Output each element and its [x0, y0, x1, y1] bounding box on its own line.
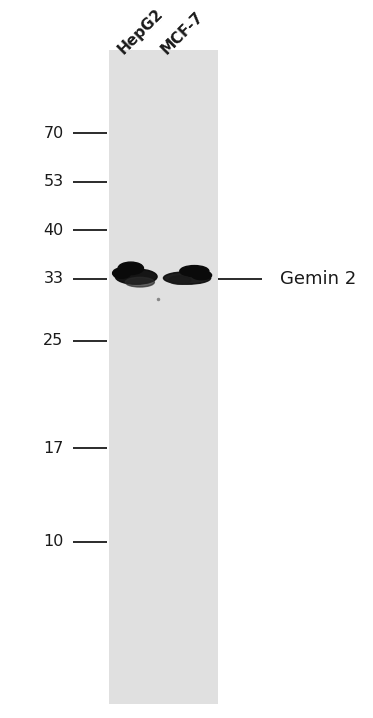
Ellipse shape [113, 268, 131, 279]
Ellipse shape [180, 266, 209, 276]
Text: MCF-7: MCF-7 [158, 9, 207, 57]
Ellipse shape [163, 272, 211, 284]
Text: 25: 25 [43, 333, 63, 348]
Text: 17: 17 [43, 441, 63, 456]
Text: 33: 33 [44, 271, 63, 286]
Ellipse shape [115, 269, 157, 284]
Text: Gemin 2: Gemin 2 [280, 270, 356, 288]
Ellipse shape [192, 271, 211, 280]
Ellipse shape [125, 277, 154, 287]
Text: 70: 70 [43, 126, 63, 141]
Text: 40: 40 [43, 223, 63, 238]
Bar [109, 50, 218, 704]
Text: HepG2: HepG2 [115, 6, 166, 57]
Ellipse shape [169, 276, 191, 284]
Text: 53: 53 [43, 174, 63, 190]
Ellipse shape [118, 262, 144, 274]
Text: 10: 10 [43, 534, 63, 549]
